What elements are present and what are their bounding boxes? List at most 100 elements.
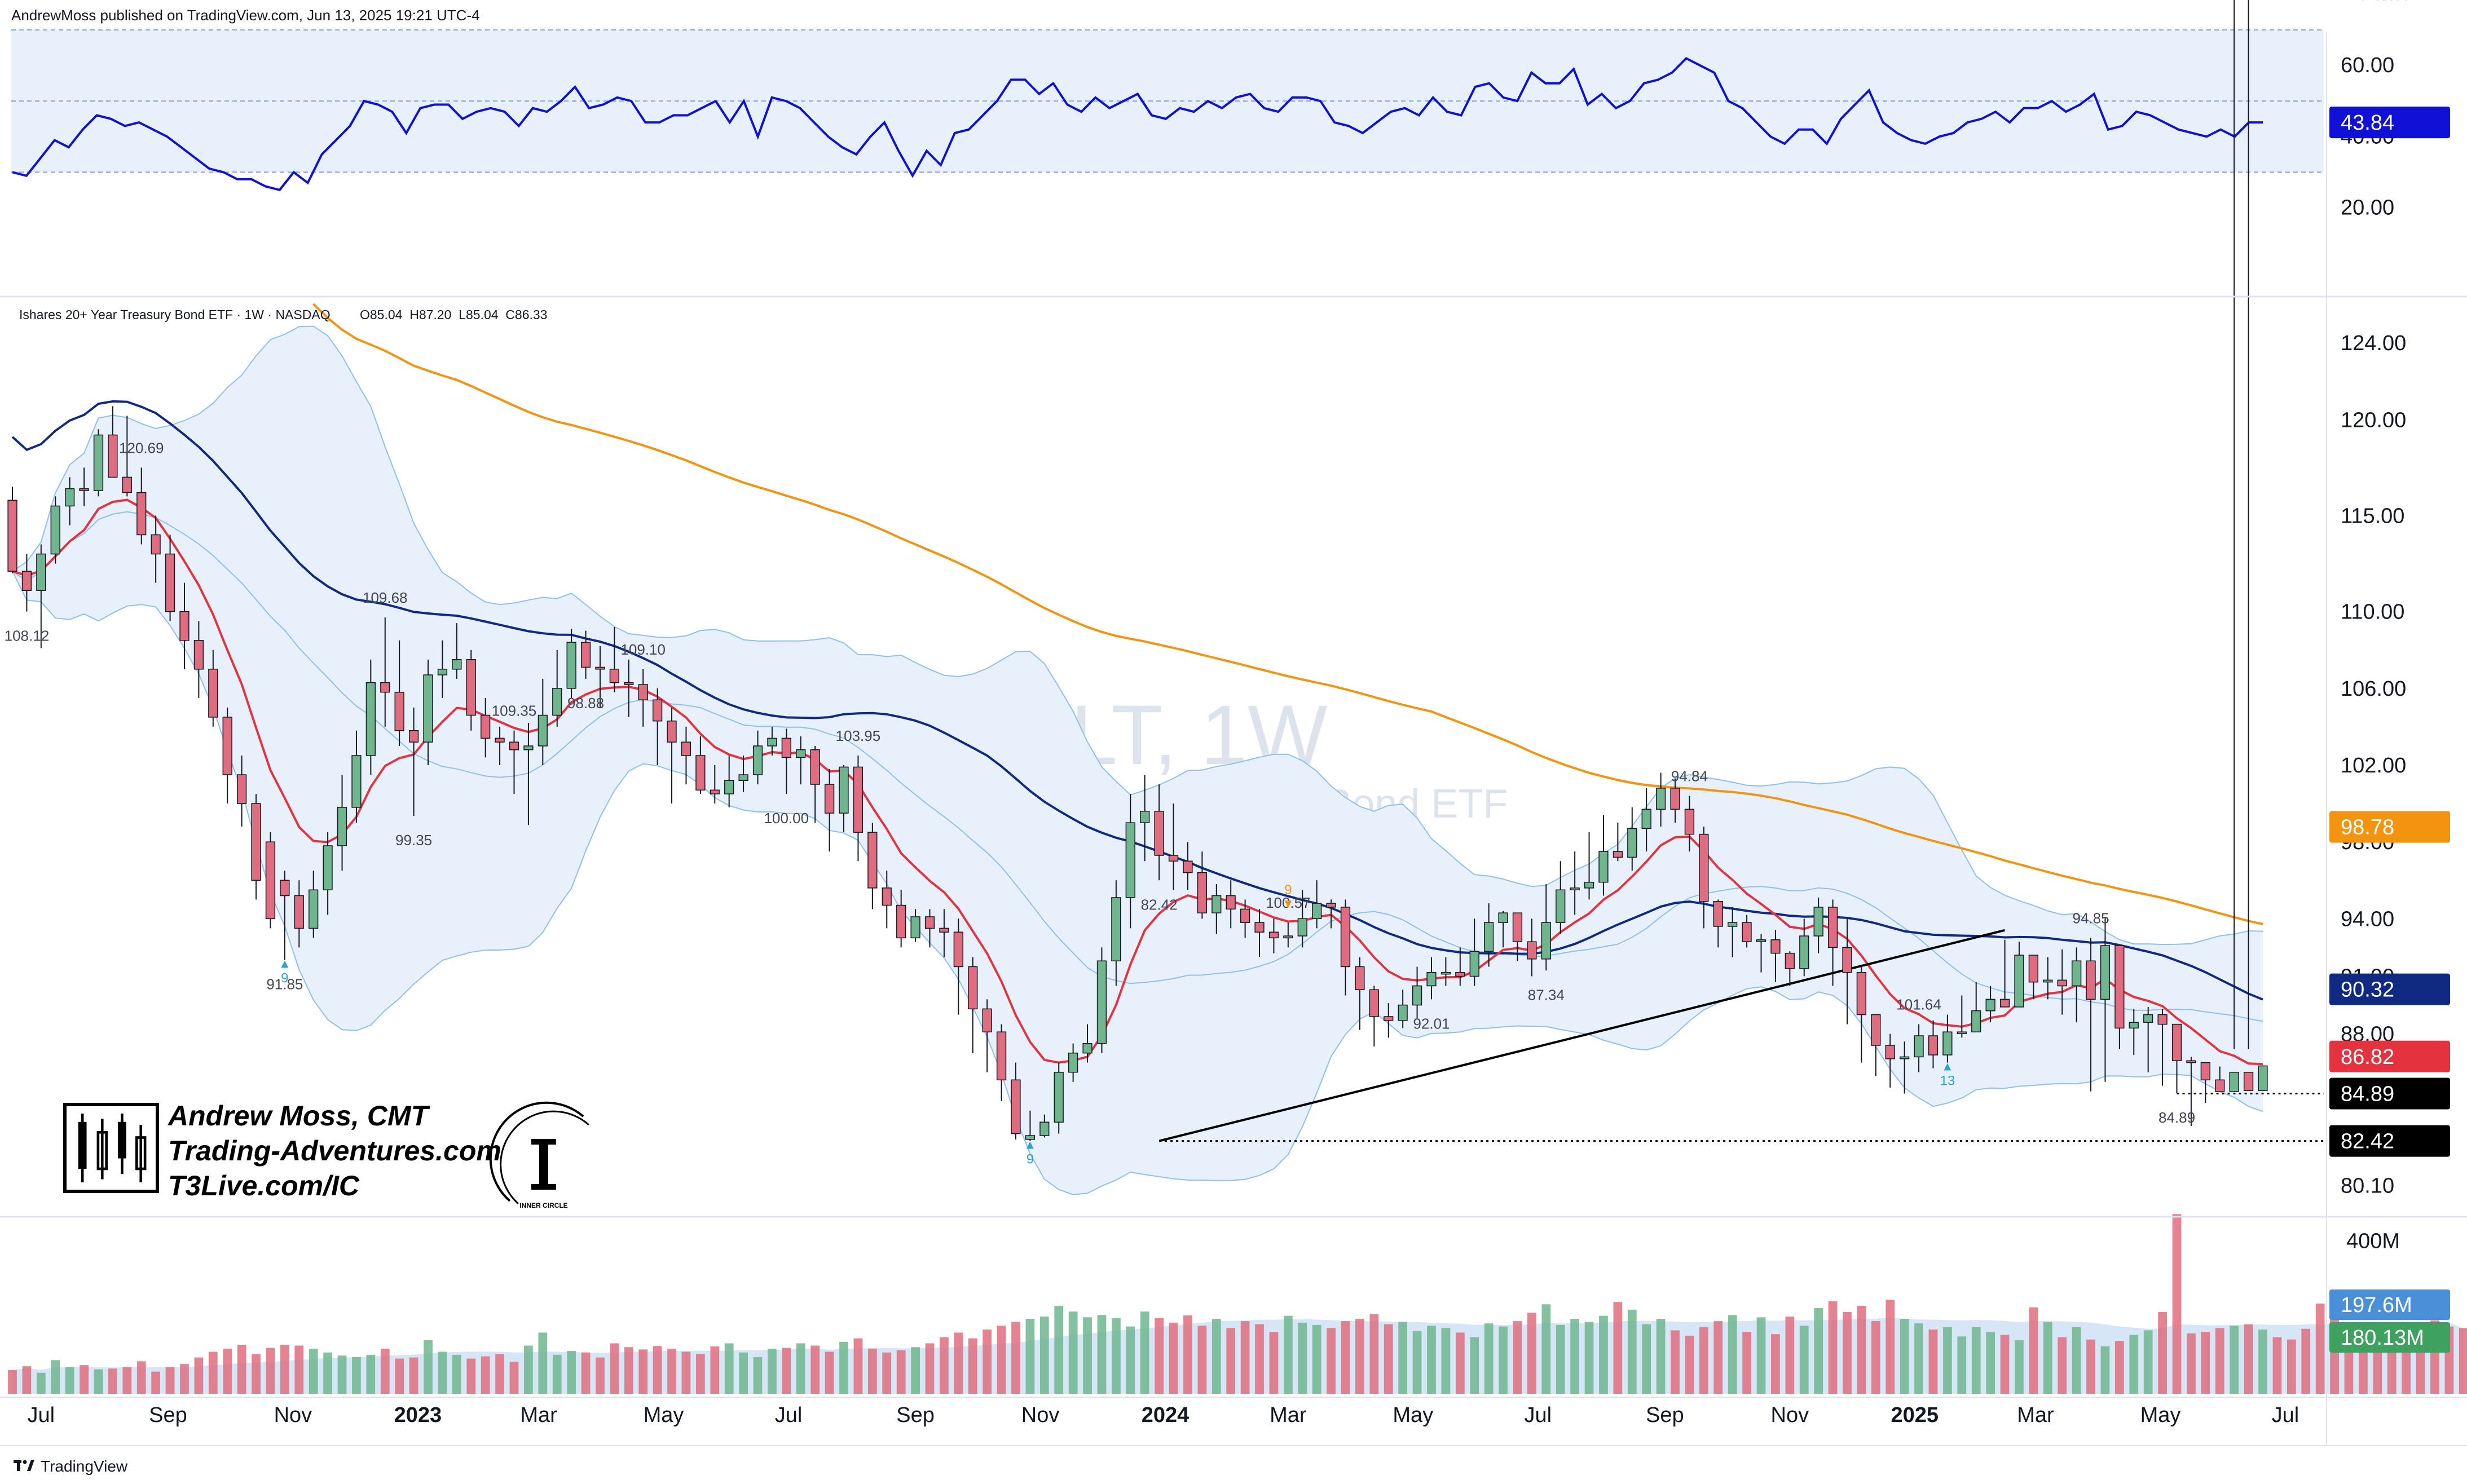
candle-body — [2229, 1071, 2239, 1092]
candle — [924, 909, 935, 948]
candle — [452, 623, 462, 679]
candle — [79, 467, 89, 506]
candle — [1011, 1062, 1021, 1140]
volume-bar — [810, 1345, 820, 1394]
time-tick-label: 2025 — [1891, 1403, 1939, 1427]
signature-name: Andrew Moss, CMT — [168, 1100, 429, 1132]
candle-body — [437, 669, 448, 675]
candle-body — [208, 669, 218, 718]
candle-body — [294, 895, 304, 929]
candle-body — [2086, 960, 2096, 1000]
td-marker-count: 9 — [1284, 882, 1292, 898]
volume-panel[interactable] — [8, 1214, 2467, 1394]
volume-bar — [911, 1347, 920, 1394]
candle — [1770, 930, 1781, 982]
volume-bar — [1427, 1326, 1436, 1394]
candle-body — [1096, 960, 1107, 1044]
volume-bar — [567, 1351, 576, 1394]
ma-slow-line — [312, 303, 2263, 925]
rsi-line — [12, 57, 2263, 192]
candle-body — [924, 916, 935, 929]
candle-body — [810, 749, 820, 785]
volume-bar — [1226, 1328, 1236, 1394]
volume-bar — [1398, 1322, 1408, 1394]
candle — [1168, 803, 1179, 890]
candle — [953, 918, 963, 1015]
candle — [1985, 986, 1995, 1023]
candle-body — [1340, 907, 1351, 968]
td-marker-arrow: ▼ — [2328, 0, 2341, 3]
volume-ma-label: 197.6M — [2341, 1293, 2412, 1317]
candle — [2057, 949, 2067, 1015]
volume-bar — [1971, 1327, 1981, 1394]
price-label: 92.01 — [1413, 1015, 1450, 1032]
time-tick-label: Jul — [775, 1403, 803, 1427]
candle-body — [1426, 971, 1437, 987]
candle — [1440, 957, 1451, 986]
rsi-panel[interactable] — [11, 29, 2324, 192]
candle — [580, 630, 591, 679]
candle-body — [2057, 979, 2067, 987]
candle-body — [1068, 1052, 1078, 1073]
candle-body — [380, 682, 390, 693]
candle-body — [365, 682, 376, 756]
candle — [351, 730, 362, 823]
rsi-tick-label: 60.00 — [2341, 54, 2394, 77]
candle — [1570, 851, 1580, 915]
candle-body — [1212, 895, 1222, 913]
candle-body — [1254, 922, 1265, 933]
volume-bar — [1341, 1321, 1350, 1394]
time-tick-label: May — [644, 1403, 684, 1427]
volume-bar — [366, 1354, 376, 1394]
candle-body — [953, 931, 963, 968]
candle-body — [767, 737, 777, 747]
candle-body — [1268, 931, 1279, 939]
candle — [222, 707, 232, 804]
volume-bar — [2086, 1339, 2095, 1394]
volume-bar — [1255, 1324, 1264, 1394]
time-tick-label: Jul — [1524, 1403, 1552, 1427]
volume-bar — [2230, 1326, 2239, 1394]
candle-body — [1355, 966, 1365, 991]
volume-bar — [452, 1354, 461, 1394]
time-tick-label: 2023 — [394, 1403, 442, 1427]
volume-bar — [2272, 1337, 2282, 1394]
candle-body — [853, 766, 864, 833]
time-tick-label: Nov — [1021, 1403, 1060, 1427]
volume-bar — [65, 1367, 74, 1394]
candle-body — [251, 803, 261, 881]
candle-body — [280, 880, 290, 896]
time-tick-label: Sep — [896, 1403, 935, 1427]
volume-bar — [1112, 1318, 1121, 1394]
candle — [624, 659, 634, 717]
price-label: 100.00 — [764, 810, 809, 827]
candle-body — [1785, 952, 1795, 969]
volume-bar — [925, 1343, 935, 1394]
candle — [1340, 899, 1351, 996]
volume-bar — [380, 1348, 390, 1394]
candle-body — [265, 841, 276, 920]
candle-body — [2028, 955, 2039, 983]
candle — [1412, 966, 1422, 1019]
volume-bar — [136, 1361, 146, 1394]
volume-bar — [739, 1352, 748, 1394]
candle-body — [1699, 833, 1709, 902]
candle — [2157, 1009, 2168, 1086]
candle-body — [1283, 935, 1293, 939]
candle — [1670, 778, 1680, 823]
candle — [36, 544, 46, 648]
volume-bar — [1054, 1306, 1064, 1394]
volume-bar — [667, 1348, 676, 1394]
candle — [2229, 0, 2239, 1092]
candle-body — [408, 730, 419, 743]
volume-bar — [481, 1356, 490, 1394]
candle — [638, 669, 648, 727]
volume-bar — [896, 1350, 906, 1394]
price-panel[interactable]: TLT, 1W Ishares 20+ Year Treasury Bond E… — [5, 0, 2411, 1195]
candle — [1469, 918, 1479, 986]
candle-body — [1168, 855, 1179, 862]
candle-body — [968, 966, 978, 1010]
candle-body — [667, 720, 677, 743]
candle-body — [1226, 895, 1236, 910]
